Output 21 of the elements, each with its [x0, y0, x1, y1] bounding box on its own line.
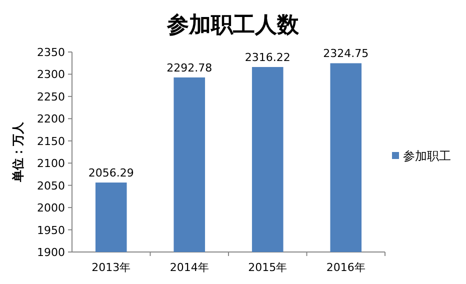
y-tick-label: 2350 — [37, 46, 65, 59]
data-label: 2292.78 — [166, 61, 212, 74]
y-tick-label: 1900 — [37, 246, 65, 259]
chart-title: 参加职工人数 — [166, 12, 300, 38]
y-tick-label: 2150 — [37, 134, 65, 148]
data-label: 2316.22 — [244, 51, 290, 64]
y-tick-label: 1950 — [37, 224, 65, 237]
legend-label: 参加职工 — [403, 149, 451, 163]
y-tick-label: 2100 — [37, 157, 65, 170]
y-tick-label: 2200 — [37, 112, 65, 126]
y-tick-label: 2000 — [37, 202, 65, 215]
y-tick-label: 2050 — [37, 179, 65, 192]
data-label: 2324.75 — [323, 47, 369, 60]
x-tick-label: 2015年 — [248, 261, 288, 274]
data-label: 2056.29 — [88, 166, 134, 180]
x-tick-label: 2014年 — [170, 261, 209, 274]
y-axis-title: 单位：万人 — [11, 121, 25, 183]
y-tick-label: 2250 — [37, 90, 65, 104]
x-tick-label: 2013年 — [92, 261, 131, 274]
y-tick-label: 2300 — [37, 68, 65, 82]
x-tick-label: 2016年 — [326, 261, 366, 274]
